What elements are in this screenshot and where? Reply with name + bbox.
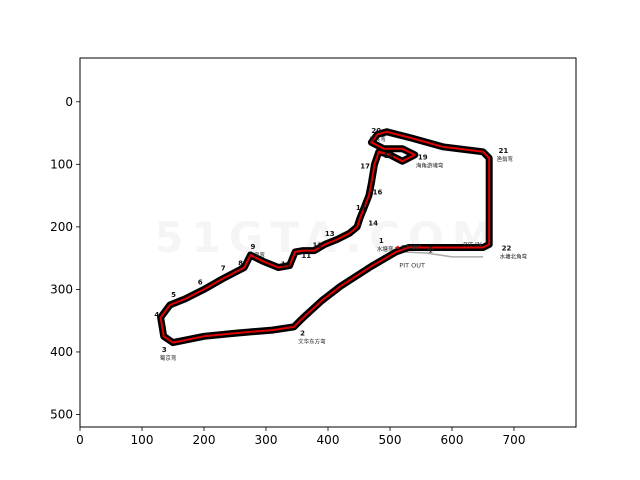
turn-number: 9 bbox=[251, 243, 256, 251]
x-tick-label: 300 bbox=[255, 433, 278, 447]
turn-number: 13 bbox=[325, 230, 335, 238]
x-axis: 0 100 200 300 400 500 600 700 bbox=[76, 427, 525, 447]
racing-line bbox=[159, 130, 491, 344]
y-tick-label: 500 bbox=[50, 407, 73, 421]
turn-name: 水塘弯 bbox=[377, 245, 394, 253]
y-tick-label: 300 bbox=[50, 282, 73, 296]
turn-number: 12 bbox=[313, 242, 323, 250]
turn-marker: 18 bbox=[384, 152, 394, 160]
turn-number: 15 bbox=[356, 204, 366, 212]
turn-number: 3 bbox=[162, 346, 167, 354]
turn-marker: 6 bbox=[198, 278, 203, 286]
turn-marker: 11 bbox=[301, 252, 311, 260]
turn-name: 水塘北角弯 bbox=[500, 253, 528, 261]
turn-marker: 15 bbox=[356, 204, 366, 212]
turn-name: 渔翁弯 bbox=[497, 155, 514, 163]
turn-marker: 10 bbox=[281, 260, 291, 268]
turn-number: 8 bbox=[238, 260, 243, 268]
turn-number: 18 bbox=[384, 152, 394, 160]
y-tick-label: 400 bbox=[50, 345, 73, 359]
turn-name: 发夹弯 bbox=[369, 135, 386, 143]
turn-number: 4 bbox=[154, 311, 159, 319]
turn-number: 2 bbox=[300, 330, 305, 338]
turn-marker: 12 bbox=[313, 242, 323, 250]
y-tick-label: 100 bbox=[50, 157, 73, 171]
turn-number: 11 bbox=[301, 252, 311, 260]
turn-marker: 7 bbox=[221, 265, 226, 273]
x-tick-label: 100 bbox=[131, 433, 154, 447]
pit-lane bbox=[402, 251, 483, 258]
turn-marker: 13 bbox=[325, 230, 335, 238]
turn-number: 6 bbox=[198, 278, 203, 286]
y-axis: 0 100 200 300 400 500 bbox=[50, 95, 80, 421]
turn-number: 20 bbox=[371, 127, 381, 135]
turn-number: 10 bbox=[281, 260, 291, 268]
track-layer bbox=[157, 128, 493, 347]
turn-marker: 14 bbox=[368, 220, 378, 228]
x-tick-label: 400 bbox=[317, 433, 340, 447]
turn-name: 蜀京弯 bbox=[160, 354, 177, 362]
turn-number: 16 bbox=[373, 188, 383, 196]
turn-name: 产房弯 bbox=[249, 251, 266, 259]
start-label: START bbox=[401, 244, 421, 252]
x-tick-label: 500 bbox=[379, 433, 402, 447]
turn-number: 7 bbox=[221, 265, 226, 273]
start-arrow-icon bbox=[394, 245, 399, 250]
x-tick-label: 0 bbox=[76, 433, 84, 447]
turn-number: 1 bbox=[379, 237, 384, 245]
y-tick-label: 200 bbox=[50, 220, 73, 234]
turn-marker: 4 bbox=[154, 311, 159, 319]
turn-number: 19 bbox=[418, 153, 428, 161]
turn-number: 17 bbox=[360, 163, 370, 171]
turn-number: 5 bbox=[171, 291, 176, 299]
pit-in-label: PIT IN bbox=[463, 240, 482, 248]
turn-marker: 16 bbox=[373, 188, 383, 196]
turn-marker: 17 bbox=[360, 163, 370, 171]
turn-name: 文华东方弯 bbox=[298, 338, 326, 346]
x-tick-label: 600 bbox=[441, 433, 464, 447]
checkered-flag-icon: ✠ bbox=[427, 245, 434, 254]
y-tick-label: 0 bbox=[65, 95, 73, 109]
turn-number: 22 bbox=[502, 245, 512, 253]
x-tick-label: 200 bbox=[193, 433, 216, 447]
turn-number: 21 bbox=[499, 147, 509, 155]
turn-marker: 5 bbox=[171, 291, 176, 299]
pit-out-label: PIT OUT bbox=[399, 262, 425, 270]
turn-name: 海角游魂弯 bbox=[416, 161, 444, 169]
x-tick-label: 700 bbox=[503, 433, 526, 447]
turn-number: 14 bbox=[368, 220, 378, 228]
turn-marker: 8 bbox=[238, 260, 243, 268]
